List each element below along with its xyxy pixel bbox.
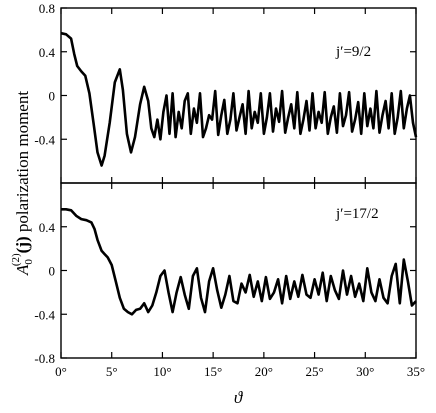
x-tick-label: 35° (407, 364, 425, 379)
x-tick-label: 25° (305, 364, 323, 379)
bottom-series-line (61, 208, 417, 316)
bottom-panel: -0.8 -0.4 0 0.4 0° 5° 10° 15° 20° 25° 30° 35° j′=1… (34, 182, 425, 379)
y-tick-label: 0 (49, 264, 56, 279)
y-axis-title-arg: (j) (13, 236, 32, 253)
x-tick-label: 5° (106, 364, 118, 379)
y-tick-label: -0.4 (34, 132, 55, 147)
top-y-ticks: 0.8 0.4 0 -0.4 (34, 1, 416, 147)
y-axis-title-symbol: A (13, 264, 32, 276)
x-tick-label: 30° (356, 364, 374, 379)
y-tick-label: -0.8 (34, 351, 55, 366)
bottom-panel-annotation: j′=17/2 (335, 206, 379, 222)
y-axis-title-sub: 0 (23, 259, 35, 265)
y-tick-label: 0 (49, 89, 56, 104)
x-tick-label: 15° (204, 364, 222, 379)
y-axis-title-sup: (2) (10, 253, 22, 266)
x-tick-label: 0° (55, 364, 67, 379)
y-tick-label: 0.8 (39, 1, 55, 16)
svg-text:A0(2)(j) polarization moment: A0(2)(j) polarization moment (10, 91, 35, 276)
y-axis-title: A0(2)(j) polarization moment (10, 91, 35, 276)
x-axis-title: ϑ (234, 388, 244, 407)
top-series-line (60, 31, 418, 167)
bottom-y-ticks: -0.8 -0.4 0 0.4 (34, 220, 416, 366)
y-tick-label: 0.4 (39, 220, 56, 235)
x-tick-label: 20° (255, 364, 273, 379)
top-x-ticks (60, 8, 417, 183)
y-axis-title-main: polarization moment (13, 91, 32, 232)
bottom-x-ticks: 0° 5° 10° 15° 20° 25° 30° 35° (55, 183, 425, 379)
top-panel: 0.8 0.4 0 -0.4 j′=9/2 (34, 1, 418, 184)
y-tick-label: -0.4 (34, 307, 55, 322)
x-tick-label: 10° (153, 364, 171, 379)
y-tick-label: 0.4 (39, 45, 56, 60)
top-panel-annotation: j′=9/2 (335, 44, 371, 60)
